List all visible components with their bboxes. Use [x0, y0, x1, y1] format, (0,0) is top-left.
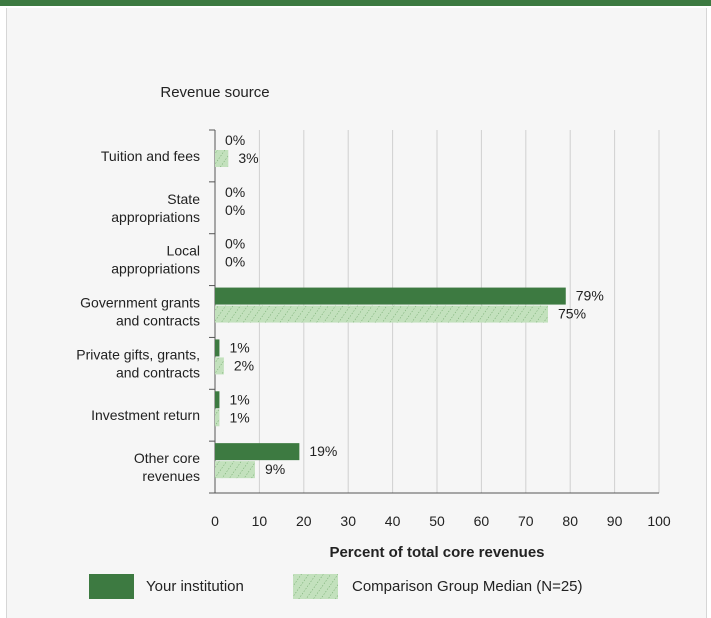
legend-swatch-your-institution: [89, 574, 134, 599]
data-label-comparison-median: 3%: [238, 150, 258, 166]
data-label-your-institution: 1%: [229, 339, 249, 355]
category-label: and contracts: [116, 364, 200, 380]
x-tick-label: 10: [252, 513, 268, 529]
category-axis-title: Revenue source: [160, 84, 269, 101]
data-label-your-institution: 0%: [225, 236, 245, 252]
bar-your-institution: [215, 391, 220, 409]
x-tick-label: 70: [518, 513, 534, 529]
x-tick-label: 40: [385, 513, 401, 529]
data-label-comparison-median: 0%: [225, 202, 245, 218]
x-tick-label: 50: [429, 513, 445, 529]
bar-your-institution: [215, 339, 220, 357]
data-label-comparison-median: 2%: [234, 357, 254, 373]
x-tick-label: 0: [211, 513, 219, 529]
bars: [215, 150, 566, 479]
category-label: Local: [167, 243, 200, 259]
category-label: Other core: [134, 450, 200, 466]
x-tick-label: 20: [296, 513, 312, 529]
legend-swatch-comparison-median: [293, 574, 338, 599]
x-tick-label: 60: [474, 513, 490, 529]
bar-comparison-median: [215, 150, 229, 167]
category-label: revenues: [142, 468, 200, 484]
bar-comparison-median: [215, 305, 548, 323]
labels: 0 10 20 30 40 50 60 70 80 90 100 0% 3% Tuition and fe…: [76, 132, 671, 529]
legend-label-your-institution: Your institution: [146, 578, 244, 595]
data-label-your-institution: 1%: [229, 391, 249, 407]
category-label: Private gifts, grants,: [76, 346, 200, 362]
data-label-comparison-median: 75%: [558, 306, 586, 322]
category-label: appropriations: [111, 209, 200, 225]
data-label-your-institution: 0%: [225, 184, 245, 200]
x-axis-title: Percent of total core revenues: [329, 544, 544, 561]
bar-your-institution: [215, 287, 566, 305]
category-label: Government grants: [80, 295, 200, 311]
x-tick-label: 80: [562, 513, 578, 529]
x-tick-label: 90: [607, 513, 623, 529]
data-label-comparison-median: 0%: [225, 254, 245, 270]
top-accent-bar: [0, 0, 711, 6]
bar-comparison-median: [215, 409, 220, 427]
data-label-your-institution: 79%: [576, 288, 604, 304]
data-label-your-institution: 0%: [225, 132, 245, 148]
category-label: appropriations: [111, 261, 200, 277]
category-label: and contracts: [116, 313, 200, 329]
legend: Your institution Comparison Group Median …: [89, 574, 583, 599]
category-label: Investment return: [91, 407, 200, 423]
data-label-comparison-median: 1%: [229, 409, 249, 425]
legend-label-comparison-median: Comparison Group Median (N=25): [352, 578, 583, 595]
category-label: State: [167, 191, 200, 207]
bar-comparison-median: [215, 461, 255, 479]
bar-your-institution: [215, 443, 300, 461]
data-label-comparison-median: 9%: [265, 461, 285, 477]
category-label: Tuition and fees: [101, 148, 200, 164]
data-label-your-institution: 19%: [309, 443, 337, 459]
grid-lines: [209, 129, 660, 494]
bar-comparison-median: [215, 357, 224, 375]
x-tick-label: 30: [340, 513, 356, 529]
x-tick-label: 100: [647, 513, 671, 529]
